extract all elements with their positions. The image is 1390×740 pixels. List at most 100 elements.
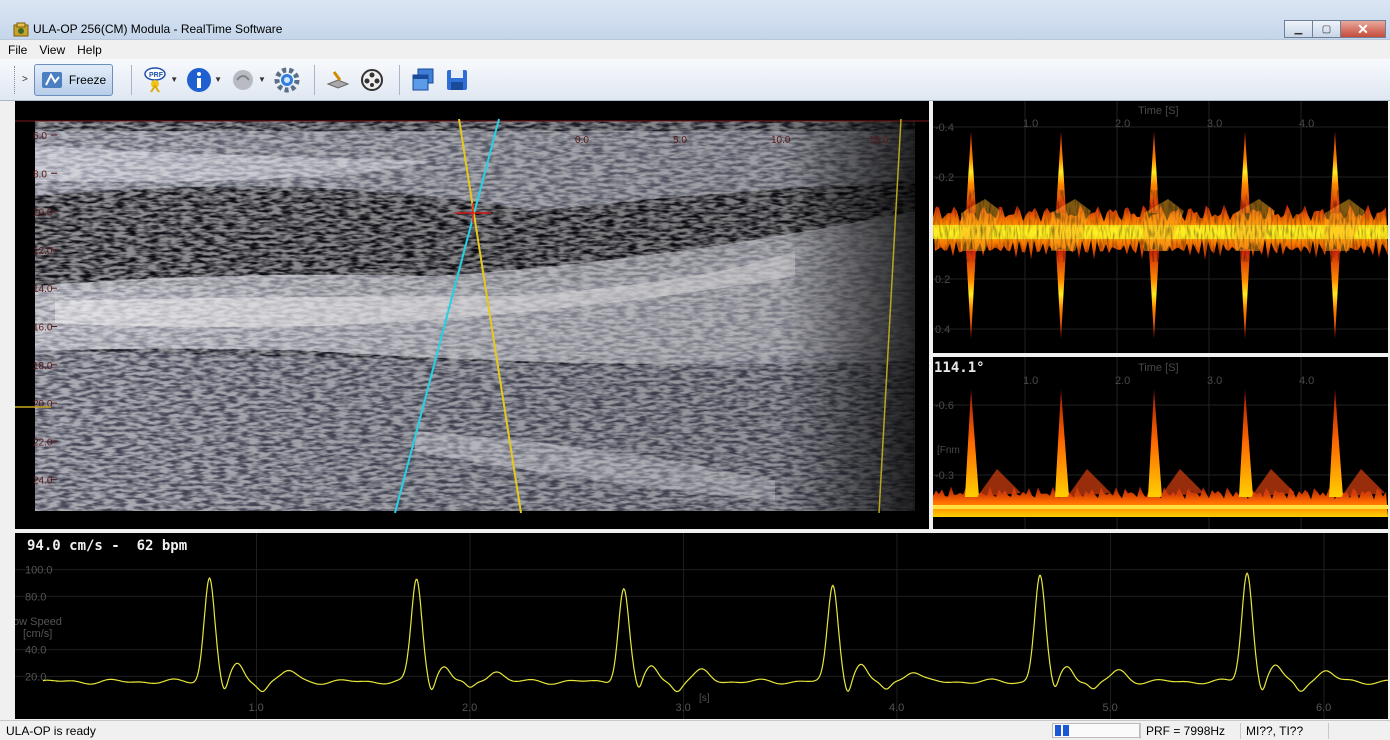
menu-bar: File View Help — [0, 41, 1390, 59]
speed-y-tick: 40.0 — [25, 645, 46, 657]
bmode-depth-tick: 14.0 — [33, 284, 53, 295]
bmode-depth-tick: 16.0 — [33, 323, 53, 334]
speed-trace-line — [42, 572, 1388, 693]
bmode-depth-tick: 10.0 — [33, 208, 53, 219]
bmode-image: 6.0 8.0 10.0 12.0 14.0 16.0 18.0 20.0 22.0 24.0 0… — [15, 101, 929, 529]
bmode-depth-tick: 24.0 — [33, 476, 53, 487]
toolbar: > Freeze PRF ▼ ▼ — [0, 59, 1390, 101]
scanner-icon — [326, 70, 350, 89]
speed-readout: 94.0 cm/s - 62 bpm — [27, 538, 187, 554]
save-icon — [446, 69, 467, 90]
maximize-icon: ▢ — [1321, 23, 1332, 35]
doppler-top-time-tick: 3.0 — [1207, 118, 1222, 130]
speed-x-tick: 3.0 — [675, 702, 690, 714]
prf-icon: PRF — [144, 66, 166, 93]
doppler-top-freq-tick: -0.2 — [935, 172, 954, 184]
probe-icon — [233, 69, 254, 90]
settings-button[interactable] — [272, 65, 302, 95]
doppler-top-time-tick: 2.0 — [1115, 118, 1130, 130]
menu-file[interactable]: File — [8, 43, 28, 57]
bmode-lateral-tick: 5.0 — [673, 135, 687, 146]
toolbar-overflow-icon[interactable]: > — [22, 74, 28, 85]
doppler-bottom-time-tick: 1.0 — [1023, 375, 1038, 387]
speed-x-tick: 1.0 — [248, 702, 263, 714]
app-icon — [13, 22, 29, 37]
bmode-lateral-axis: 0.05.010.015.020.0 — [575, 135, 889, 146]
window-title: ULA-OP 256(CM) Modula - RealTime Softwar… — [33, 22, 283, 36]
bmode-depth-tick: 20.0 — [33, 399, 53, 410]
maximize-button[interactable]: ▢ — [1312, 20, 1340, 38]
speed-chart: 100.0 80.0 40.0 20.0 1.0 2.0 3.0 4.0 5.0 6.0 94.0… — [15, 533, 1388, 719]
settings-gear-icon — [274, 67, 300, 92]
toolbar-separator — [398, 64, 400, 95]
status-mi-ti: MI??, TI?? — [1246, 724, 1304, 738]
probe-button[interactable] — [228, 65, 258, 95]
doppler-bottom-axis-title: Time [S] — [1138, 362, 1179, 374]
doppler-angle-line[interactable] — [458, 118, 522, 514]
windows-button[interactable] — [408, 65, 438, 95]
freeze-label: Freeze — [68, 72, 107, 87]
doppler-top-freq-tick: 0.2 — [935, 274, 950, 286]
speed-y-tick: 20.0 — [25, 671, 46, 683]
doppler-top-time-tick: 4.0 — [1299, 118, 1314, 130]
toolbar-grip[interactable] — [14, 65, 18, 94]
film-reel-button[interactable] — [357, 65, 387, 95]
speed-x-tick: 2.0 — [462, 702, 477, 714]
speed-x-unit: [s] — [699, 693, 710, 704]
scanner-button[interactable] — [323, 65, 353, 95]
doppler-spectrogram-bottom: 1.0 2.0 3.0 4.0 -0.6 -0.3 Time [S] [Fnm 114.1… — [933, 357, 1388, 529]
close-icon: ✕ — [1357, 20, 1369, 37]
info-icon — [187, 67, 212, 92]
doppler-spectrum-panel-bottom[interactable]: 1.0 2.0 3.0 4.0 -0.6 -0.3 Time [S] [Fnm 114.1… — [933, 357, 1388, 529]
bmode-depth-tick: 22.0 — [33, 437, 53, 448]
toolbar-separator — [131, 64, 133, 95]
doppler-bottom-freq-tick: -0.6 — [935, 400, 954, 412]
bmode-depth-tick: 6.0 — [33, 131, 47, 142]
beam-steering-line[interactable] — [394, 118, 500, 514]
prf-dropdown-icon[interactable]: ▼ — [170, 75, 179, 84]
freeze-icon — [41, 71, 62, 88]
close-button[interactable]: ✕ — [1340, 20, 1386, 38]
probe-dropdown-icon[interactable]: ▼ — [258, 75, 266, 84]
bmode-depth-tick: 8.0 — [33, 169, 47, 180]
speed-trace-panel[interactable]: 100.0 80.0 40.0 20.0 1.0 2.0 3.0 4.0 5.0 6.0 94.0… — [15, 533, 1388, 719]
status-progress — [1052, 723, 1140, 738]
film-reel-icon — [360, 68, 383, 91]
info-button[interactable] — [184, 65, 214, 95]
doppler-top-freq-tick: 0.4 — [935, 324, 950, 336]
doppler-spectrogram-top: 1.0 2.0 3.0 4.0 -0.4 -0.2 0.2 0.4 Time [S] — [933, 101, 1388, 353]
freeze-button[interactable]: Freeze — [33, 63, 114, 96]
minimize-icon: ▁ — [1294, 23, 1303, 35]
svg-text:PRF: PRF — [149, 72, 164, 79]
right-yellow-line — [878, 118, 902, 514]
doppler-bottom-ylabel: [Fnm — [937, 445, 960, 456]
doppler-bottom-time-tick: 4.0 — [1299, 375, 1314, 387]
prf-button[interactable]: PRF — [140, 65, 170, 95]
save-button[interactable] — [442, 65, 472, 95]
doppler-top-time-tick: 1.0 — [1023, 118, 1038, 130]
info-dropdown-icon[interactable]: ▼ — [214, 75, 223, 84]
bmode-lateral-tick: 10.0 — [771, 135, 791, 146]
speed-x-tick: 4.0 — [889, 702, 904, 714]
doppler-spectrum-panel-top[interactable]: 1.0 2.0 3.0 4.0 -0.4 -0.2 0.2 0.4 Time [S] — [933, 101, 1388, 353]
bmode-lateral-tick: 15.0 — [869, 135, 889, 146]
speed-y-tick: 80.0 — [25, 591, 46, 603]
speed-ylabel-line1: ow Speed — [15, 616, 62, 628]
minimize-button[interactable]: ▁ — [1284, 20, 1312, 38]
status-text: ULA-OP is ready — [6, 724, 96, 738]
doppler-top-freq-tick: -0.4 — [935, 122, 954, 134]
speed-x-tick: 6.0 — [1316, 702, 1331, 714]
angle-readout: 114.1° — [934, 360, 985, 376]
doppler-top-axis-title: Time [S] — [1138, 105, 1179, 117]
title-bar[interactable]: ULA-OP 256(CM) Modula - RealTime Softwar… — [0, 0, 1390, 40]
doppler-bottom-time-tick: 2.0 — [1115, 375, 1130, 387]
menu-view[interactable]: View — [39, 43, 66, 57]
status-bar: ULA-OP is ready PRF = 7998Hz MI??, TI?? — [0, 720, 1390, 740]
speed-ylabel-line2: [cm/s] — [23, 628, 52, 640]
status-prf: PRF = 7998Hz — [1146, 724, 1226, 738]
windows-icon — [412, 68, 434, 90]
bmode-image-panel[interactable]: 6.0 8.0 10.0 12.0 14.0 16.0 18.0 20.0 22.0 24.0 0… — [15, 101, 929, 529]
menu-help[interactable]: Help — [77, 43, 102, 57]
doppler-bottom-freq-tick: -0.3 — [935, 470, 954, 482]
